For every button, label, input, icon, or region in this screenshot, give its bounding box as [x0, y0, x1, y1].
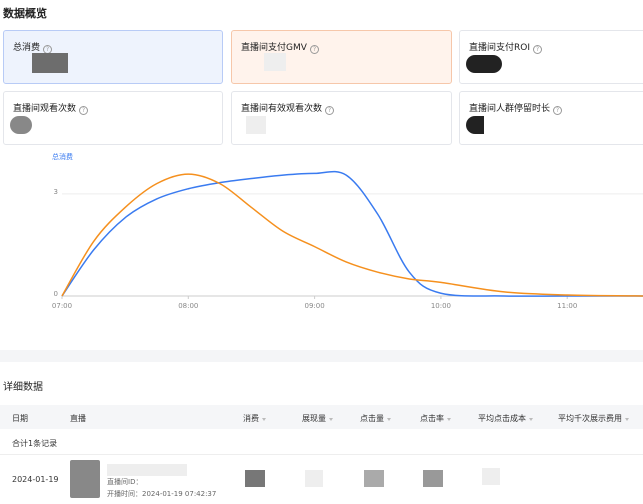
- redacted: [107, 464, 187, 476]
- redacted: [466, 116, 484, 134]
- metric-label: 直播间人群停留时长: [469, 101, 563, 115]
- divider: [0, 350, 643, 362]
- label: 开播时间：: [107, 490, 142, 498]
- redacted: [246, 116, 266, 134]
- redacted: [32, 53, 68, 73]
- value: 2024-01-19 07:42:37: [142, 490, 217, 498]
- column-header[interactable]: 展现量: [302, 413, 333, 424]
- live-id: 直播间ID：: [107, 478, 143, 486]
- row-divider: [0, 454, 643, 455]
- x-tick-label: 09:00: [305, 302, 325, 310]
- metric-card[interactable]: 直播间支付ROI: [459, 30, 643, 84]
- label: 直播间有效观看次数: [241, 104, 323, 114]
- metric-card[interactable]: 直播间人群停留时长: [459, 91, 643, 145]
- x-tick-label: 11:00: [557, 302, 577, 310]
- x-tick-label: 08:00: [178, 302, 198, 310]
- label: 消费: [243, 414, 259, 423]
- label: 展现量: [302, 414, 326, 423]
- metric-label: 总消费: [13, 40, 53, 54]
- section-title: 详细数据: [3, 382, 43, 393]
- y-tick-label: 3: [54, 188, 58, 196]
- label: 直播间观看次数: [13, 104, 77, 114]
- x-tick-label: 07:00: [52, 302, 72, 310]
- metric-card[interactable]: 直播间观看次数: [3, 91, 223, 145]
- sort-icon: [329, 418, 333, 421]
- metric-label: 直播间有效观看次数: [241, 101, 335, 115]
- label: 直播间支付GMV: [241, 43, 307, 53]
- sort-icon: [387, 418, 391, 421]
- label: 直播间支付ROI: [469, 43, 530, 53]
- redacted: [10, 116, 32, 134]
- metric-card[interactable]: 总消费: [3, 30, 223, 84]
- label: 总消费: [13, 43, 41, 53]
- column-header[interactable]: 消费: [243, 413, 266, 424]
- redacted: [466, 55, 502, 73]
- redacted: [305, 470, 323, 487]
- column-header[interactable]: 平均千次展示费用: [558, 413, 629, 424]
- summary: 合计1条记录: [12, 439, 58, 448]
- help-icon: [325, 106, 335, 115]
- redacted: [423, 470, 443, 487]
- section-title: 数据概览: [3, 7, 47, 20]
- label: 点击量: [360, 414, 384, 423]
- y-tick-label: 0: [54, 290, 58, 298]
- thumbnail[interactable]: [70, 460, 100, 498]
- help-icon: [533, 45, 542, 54]
- help-icon: [79, 106, 89, 115]
- column-header[interactable]: 平均点击成本: [478, 413, 533, 424]
- x-tick-label: 10:00: [431, 302, 451, 310]
- metric-label: 直播间支付GMV: [241, 40, 319, 54]
- redacted: [364, 470, 384, 487]
- sort-icon: [625, 418, 629, 421]
- metric-label: 直播间观看次数: [13, 101, 89, 115]
- column-header: 日期: [12, 414, 28, 423]
- chart: 0 3 07:00 08:00 09:00 10:00 11:00 总消费: [52, 152, 643, 310]
- label: 直播间人群停留时长: [469, 104, 551, 114]
- metric-label: 直播间支付ROI: [469, 40, 542, 54]
- date: 2024-01-19: [12, 475, 59, 484]
- start-time: 开播时间：2024-01-19 07:42:37: [107, 489, 216, 499]
- label: 平均点击成本: [478, 414, 526, 423]
- redacted: [264, 53, 286, 71]
- line: [61, 173, 643, 297]
- table-header: [0, 405, 643, 429]
- legend-label: 总消费: [52, 152, 73, 161]
- redacted: [245, 470, 265, 487]
- label: 点击率: [420, 414, 444, 423]
- label: 平均千次展示费用: [558, 414, 622, 423]
- column-header[interactable]: 点击率: [420, 413, 451, 424]
- sort-icon: [447, 418, 451, 421]
- sort-icon: [529, 418, 533, 421]
- column-header[interactable]: 点击量: [360, 413, 391, 424]
- column-header: 直播: [70, 414, 86, 423]
- sort-icon: [262, 418, 266, 421]
- help-icon: [309, 45, 319, 54]
- redacted: [482, 468, 500, 485]
- metric-card[interactable]: 直播间有效观看次数: [231, 91, 452, 145]
- help-icon: [553, 106, 563, 115]
- metric-card[interactable]: 直播间支付GMV: [231, 30, 452, 84]
- line: [61, 170, 643, 297]
